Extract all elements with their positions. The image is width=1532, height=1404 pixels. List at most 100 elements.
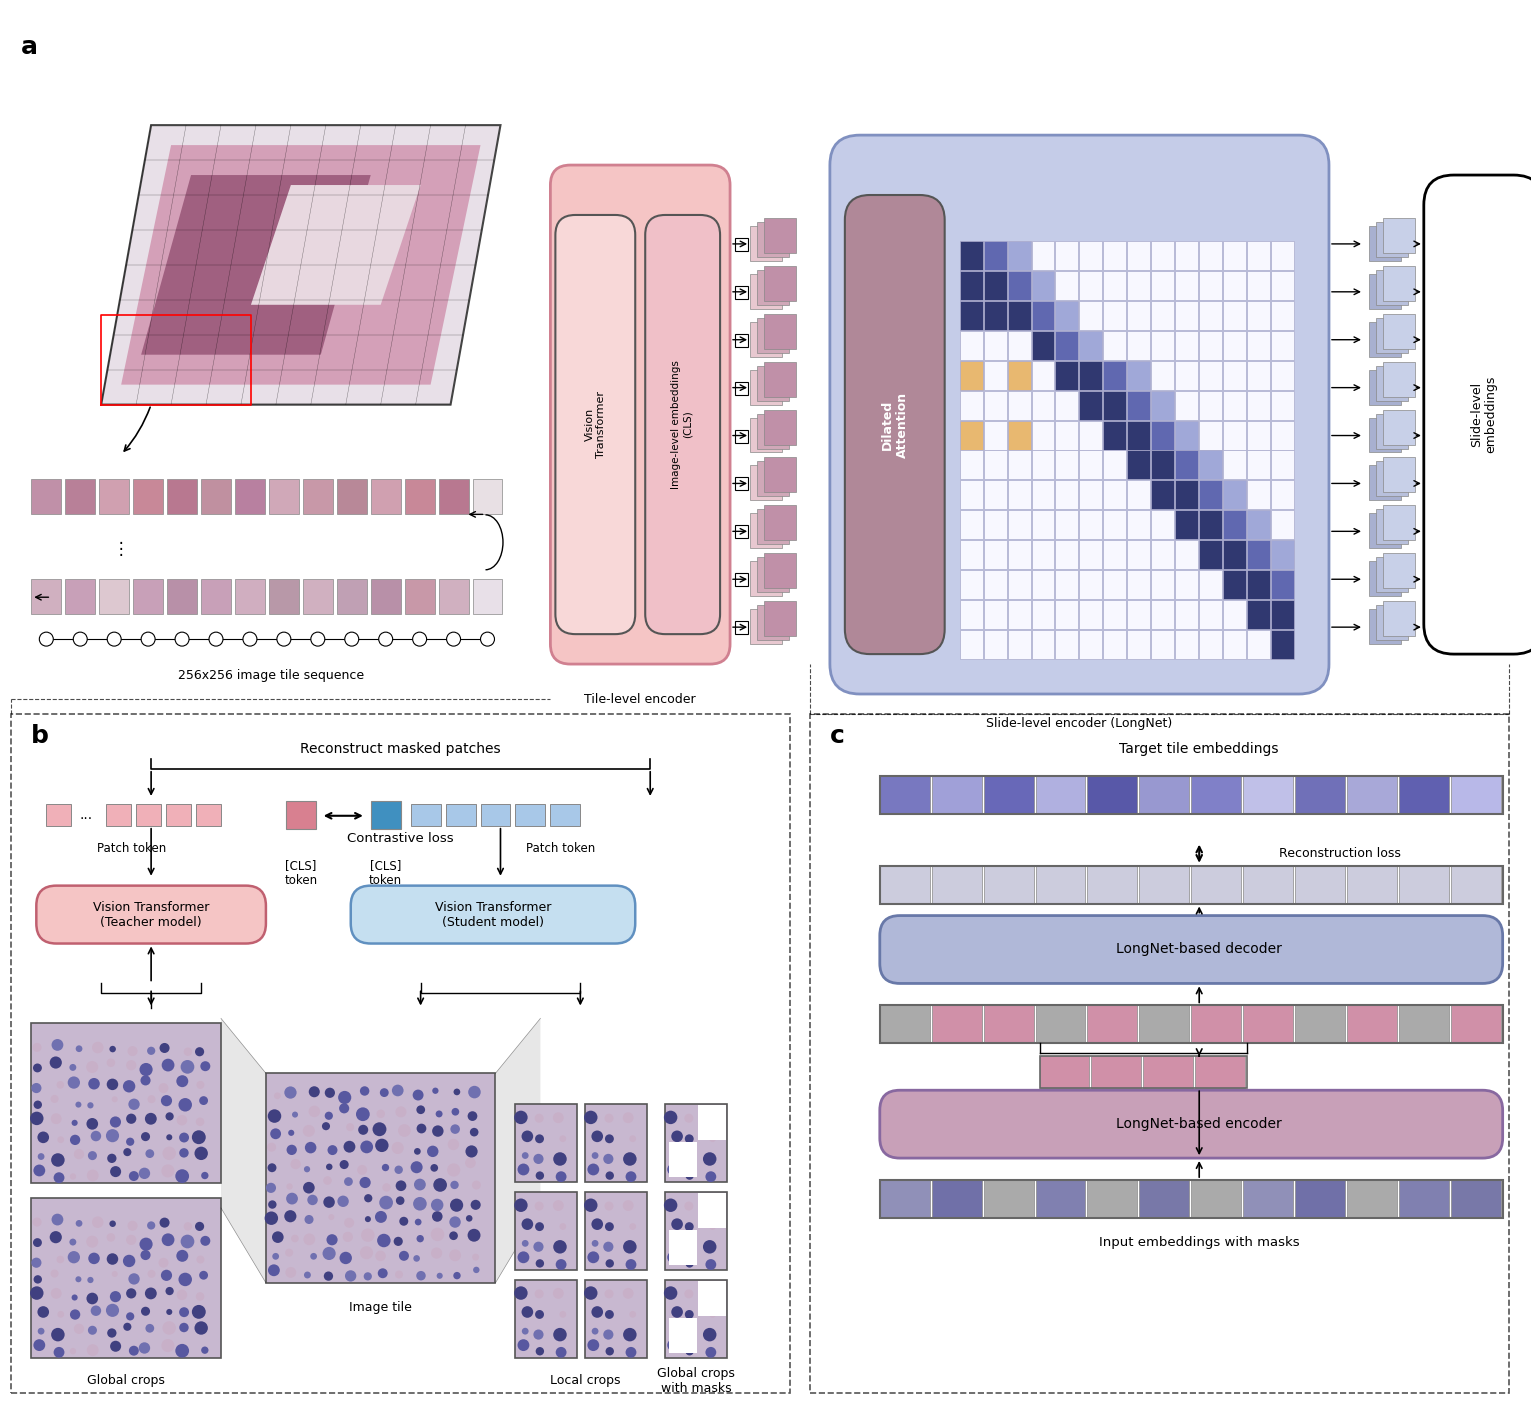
Bar [136,804,161,826]
Bar [764,410,797,445]
Circle shape [430,1199,443,1212]
Circle shape [518,1164,530,1175]
Bar [1103,570,1126,600]
Bar [167,580,198,614]
Circle shape [141,1075,150,1085]
Bar [1272,271,1295,300]
Circle shape [432,1212,443,1221]
Circle shape [466,1214,472,1221]
Circle shape [139,1237,153,1251]
Circle shape [52,1213,63,1226]
Bar [1040,1056,1247,1088]
Circle shape [165,1287,173,1294]
Bar [1272,570,1295,600]
Circle shape [559,1223,567,1230]
Bar [1031,271,1054,300]
Text: a: a [21,35,38,59]
Circle shape [473,1266,480,1273]
Circle shape [427,1146,438,1157]
Circle shape [591,1153,599,1158]
Bar [669,1230,697,1265]
Bar [764,505,797,541]
Bar [931,1179,982,1219]
Circle shape [69,1238,77,1245]
Circle shape [74,632,87,646]
Circle shape [556,1346,567,1358]
Circle shape [533,1241,544,1252]
Bar [1103,300,1126,330]
Circle shape [303,1182,314,1193]
Circle shape [339,1091,351,1104]
Circle shape [372,1122,386,1136]
Circle shape [360,1087,369,1095]
Bar [751,562,781,597]
Circle shape [343,1231,352,1243]
FancyBboxPatch shape [351,886,636,943]
Bar [1175,630,1198,658]
Circle shape [167,1134,172,1140]
Circle shape [89,1078,100,1090]
Bar [699,1193,726,1228]
Bar [1056,421,1079,449]
Bar [1223,480,1246,510]
Bar [879,1005,930,1043]
Circle shape [51,1287,61,1299]
Circle shape [453,1272,461,1279]
Circle shape [481,632,495,646]
Circle shape [72,1294,78,1300]
Bar [1175,300,1198,330]
Circle shape [199,1097,208,1105]
Circle shape [293,1112,299,1118]
Bar [1451,1005,1501,1043]
Circle shape [360,1247,374,1259]
Circle shape [522,1240,529,1247]
Circle shape [625,1259,636,1271]
Bar [735,573,748,587]
Circle shape [605,1346,614,1355]
Bar [1031,331,1054,359]
Circle shape [195,1321,208,1335]
Bar [959,451,982,479]
Circle shape [375,1139,389,1153]
Circle shape [196,1081,204,1090]
Circle shape [604,1241,613,1252]
Bar [810,715,1509,1393]
Circle shape [395,1181,406,1191]
Circle shape [70,1174,77,1179]
Bar [1399,776,1449,814]
Bar [1200,511,1223,539]
Bar [1128,361,1151,390]
Circle shape [74,1148,84,1160]
Circle shape [161,1164,175,1178]
Circle shape [417,1123,426,1133]
Bar [959,630,982,658]
Bar [1080,541,1103,569]
Bar [1223,331,1246,359]
Circle shape [286,1193,297,1205]
Circle shape [536,1346,544,1355]
Circle shape [522,1153,529,1158]
Circle shape [357,1165,368,1175]
Circle shape [70,1348,77,1355]
Circle shape [147,1269,156,1278]
Circle shape [162,1059,175,1071]
Bar [879,866,930,904]
Circle shape [87,1344,98,1356]
Circle shape [90,1306,101,1316]
Bar [446,804,475,826]
Circle shape [127,1046,138,1056]
Circle shape [449,1216,461,1227]
Bar [1175,390,1198,420]
Bar [879,1179,930,1219]
Circle shape [86,1118,98,1130]
Circle shape [109,1046,116,1053]
Circle shape [703,1153,717,1165]
Circle shape [553,1240,567,1254]
Circle shape [92,1216,104,1228]
Circle shape [437,1272,443,1279]
Bar [757,605,789,640]
Circle shape [705,1171,717,1182]
Circle shape [417,1105,424,1115]
Bar [1152,271,1174,300]
Circle shape [141,1307,150,1316]
